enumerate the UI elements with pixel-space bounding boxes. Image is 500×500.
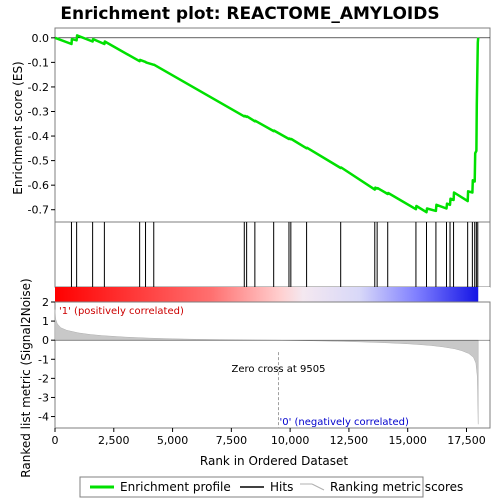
- metric-ytick-label: -4: [38, 411, 49, 424]
- es-ytick-label: -0.3: [28, 105, 49, 118]
- es-ytick-label: -0.5: [28, 155, 49, 168]
- legend-label: Ranking metric scores: [330, 480, 463, 494]
- x-tick-label: 5,000: [157, 434, 189, 447]
- metric-plot-frame: [54, 301, 491, 429]
- x-tick-label: 17,500: [447, 434, 486, 447]
- legend: Enrichment profile Hits Ranking metric sco…: [79, 476, 463, 498]
- band-tail: [478, 287, 490, 302]
- metric-ylabel: Ranked list metric (Signal2Noise): [19, 278, 33, 477]
- metric-ytick-label: -2: [38, 372, 49, 385]
- es-ytick-label: -0.2: [28, 81, 49, 94]
- metric-ytick-label: 2: [42, 296, 49, 309]
- x-axis-label: Rank in Ordered Dataset: [200, 454, 348, 468]
- metric-ytick-label: 0: [42, 334, 49, 347]
- es-panel: 0.0 -0.1 -0.2 -0.3 -0.4 -0.5 -0.6 -0.7: [28, 27, 491, 223]
- es-ytick-label: 0.0: [32, 32, 50, 45]
- chart-title: Enrichment plot: REACTOME_AMYLOIDS: [60, 4, 439, 24]
- enrichment-profile-line: [54, 34, 480, 214]
- x-tick-label: 12,500: [330, 434, 369, 447]
- x-tick-label: 10,000: [271, 434, 310, 447]
- zero-cross-label: Zero cross at 9505: [232, 364, 326, 375]
- hits-panel: [54, 221, 491, 288]
- ranking-metric-area: [54, 309, 479, 425]
- negative-correlation-label: '0' (negatively correlated): [279, 417, 408, 428]
- legend-swatch-metric-tail: [311, 483, 325, 491]
- es-ytick-label: -0.1: [28, 56, 49, 69]
- metric-ytick-label: 1: [42, 315, 49, 328]
- es-ytick-label: -0.4: [28, 130, 49, 143]
- x-tick-label: 7,500: [216, 434, 248, 447]
- es-ylabel: Enrichment score (ES): [11, 61, 25, 194]
- metric-ytick-label: -1: [38, 353, 49, 366]
- rank-gradient-band: [55, 287, 490, 302]
- hits-frame: [54, 221, 491, 288]
- x-tick-label: 15,000: [388, 434, 427, 447]
- es-plot-frame: [54, 27, 491, 223]
- metric-panel: 210-1-2-3-40 2,500 5,000 7,500 10,000 12,500 1…: [38, 296, 491, 447]
- legend-label: Enrichment profile: [120, 480, 231, 494]
- es-ytick-label: -0.7: [28, 204, 49, 217]
- legend-label: Hits: [270, 480, 293, 494]
- x-tick-label: 0: [52, 434, 59, 447]
- metric-ytick-label: -3: [38, 391, 49, 404]
- positive-correlation-label: '1' (positively correlated): [59, 306, 184, 317]
- x-tick-label: 2,500: [98, 434, 130, 447]
- es-ytick-label: -0.6: [28, 179, 49, 192]
- rank-color-band: [55, 287, 490, 302]
